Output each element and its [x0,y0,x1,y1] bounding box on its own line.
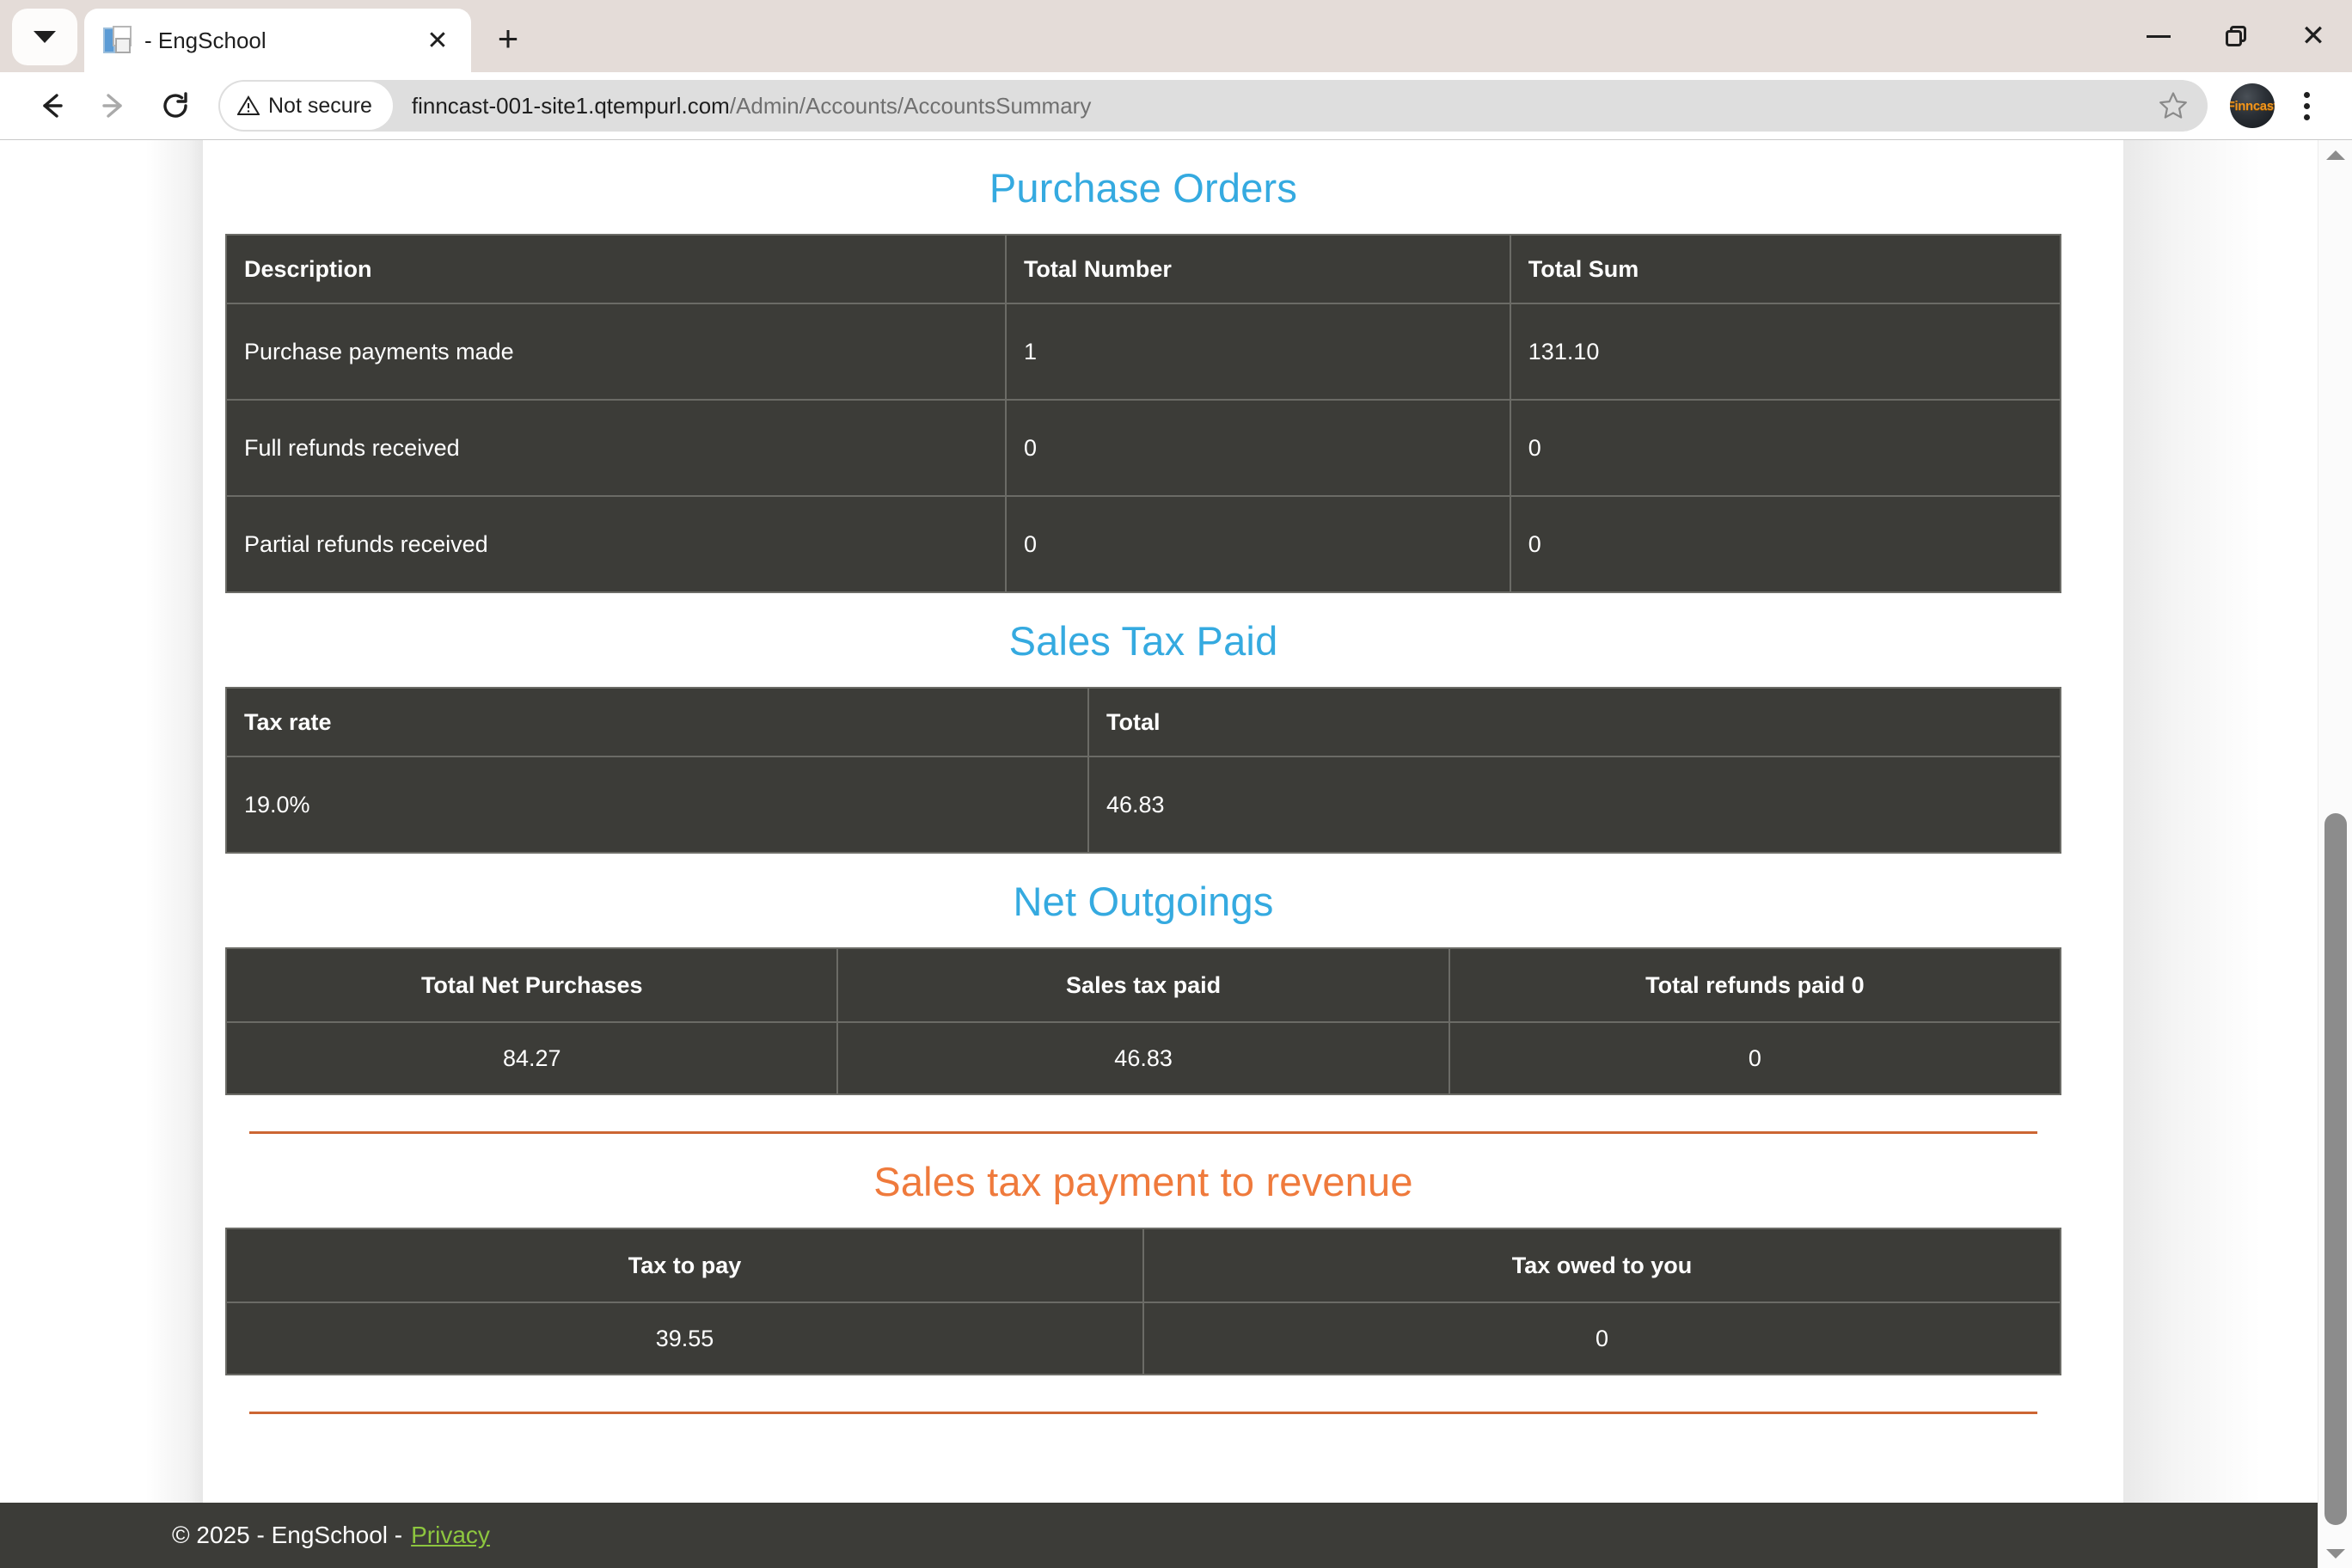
cell-total-number: 1 [1004,303,1511,401]
security-status-button[interactable]: Not secure [220,82,393,130]
table-row: Full refunds received 0 0 [225,399,2062,497]
column-header-tax-to-pay: Tax to pay [225,1228,1144,1303]
page-right-gutter [2123,140,2352,1568]
tab-search-button[interactable] [12,9,77,65]
cell-total-sum: 131.10 [1509,303,2062,401]
scrollbar-track[interactable] [2318,169,2352,1539]
table-header-row: Tax rate Total [225,687,2062,757]
sales-tax-payment-to-revenue-title: Sales tax payment to revenue [873,1159,1413,1204]
column-header-total-refunds-paid: Total refunds paid 0 [1448,947,2062,1023]
next-section-title-clipped [225,1436,2061,1454]
cell-total: 46.83 [1087,756,2062,854]
sales-tax-paid-table: Tax rate Total 19.0% 46.83 [225,687,2062,854]
table-header-row: Total Net Purchases Sales tax paid Total… [224,947,2062,1023]
tab-strip: - EngSchool ✕ + ✕ [0,0,2352,72]
cell-tax-rate: 19.0% [225,756,1089,854]
cell-total-net-purchases: 84.27 [224,1021,839,1095]
scroll-up-button[interactable] [2318,140,2352,169]
browser-tab[interactable]: - EngSchool ✕ [84,9,471,72]
column-header-sales-tax-paid: Sales tax paid [836,947,1450,1023]
document-stack-icon [103,26,132,55]
table-row: 39.55 0 [225,1302,2061,1375]
reload-button[interactable] [144,75,206,137]
column-header-total-number: Total Number [1004,234,1511,304]
minimize-button[interactable] [2120,0,2197,72]
cell-total-sum: 0 [1509,399,2062,497]
page-left-gutter [0,140,203,1568]
next-section-peek [225,1414,2061,1454]
page-content: Purchase Orders Description Total Number… [203,140,2123,1568]
table-row: 19.0% 46.83 [225,756,2062,854]
caret-up-icon [2325,150,2345,160]
column-header-total: Total [1087,687,2062,757]
footer-copyright: © 2025 - EngSchool - [172,1522,403,1548]
purchase-orders-table: Description Total Number Total Sum Purch… [225,234,2062,593]
kebab-menu-icon[interactable] [2282,81,2331,131]
minimize-icon [2147,34,2171,38]
reload-icon [163,92,187,118]
cell-description: Purchase payments made [225,303,1007,401]
bookmark-button[interactable] [2147,80,2199,132]
cell-total-refunds-paid: 0 [1448,1021,2062,1095]
cell-description: Partial refunds received [225,495,1007,593]
security-status-label: Not secure [268,93,372,118]
table-header-row: Description Total Number Total Sum [225,234,2062,304]
table-header-row: Tax to pay Tax owed to you [225,1228,2061,1303]
cell-tax-to-pay: 39.55 [225,1302,1144,1375]
close-window-button[interactable]: ✕ [2300,20,2326,52]
url-text: finncast-001-site1.qtempurl.com/Admin/Ac… [412,93,2147,119]
url-domain: finncast-001-site1.qtempurl.com [411,92,730,119]
avatar-label: Finncast [2230,98,2275,113]
address-bar[interactable]: Not secure finncast-001-site1.qtempurl.c… [218,80,2208,132]
url-path: /Admin/Accounts/AccountsSummary [729,92,1092,119]
scroll-down-button[interactable] [2318,1539,2352,1568]
warning-triangle-icon [237,95,260,116]
table-row: Partial refunds received 0 0 [225,495,2062,593]
column-header-description: Description [225,234,1007,304]
close-tab-button[interactable]: ✕ [426,26,449,55]
cell-tax-owed-to-you: 0 [1142,1302,2061,1375]
star-icon [2159,92,2187,119]
column-header-total-net-purchases: Total Net Purchases [224,947,839,1023]
privacy-link[interactable]: Privacy [411,1522,490,1548]
page-footer: © 2025 - EngSchool - Privacy [0,1503,2352,1568]
window-controls: ✕ [2120,0,2352,72]
cell-total-sum: 0 [1509,495,2062,593]
table-row: 84.27 46.83 0 [224,1021,2062,1095]
sales-tax-payment-to-revenue-table: Tax to pay Tax owed to you 39.55 0 [225,1228,2061,1375]
new-tab-button[interactable]: + [497,18,519,58]
browser-toolbar: Not secure finncast-001-site1.qtempurl.c… [0,72,2352,139]
net-outgoings-table: Total Net Purchases Sales tax paid Total… [224,947,2062,1095]
vertical-scrollbar[interactable] [2318,140,2352,1568]
scrollbar-thumb[interactable] [2324,812,2347,1526]
sales-tax-paid-title: Sales Tax Paid [1008,618,1278,664]
restore-icon [2226,26,2246,46]
net-outgoings-title: Net Outgoings [1013,879,1274,924]
cell-total-number: 0 [1004,495,1511,593]
tab-title: - EngSchool [144,27,266,53]
maximize-button[interactable] [2197,0,2275,72]
table-row: Purchase payments made 1 131.10 [225,303,2062,401]
back-arrow-icon [43,94,63,118]
purchase-orders-title: Purchase Orders [989,165,1298,211]
back-button[interactable] [21,75,83,137]
section-divider [249,1412,2037,1414]
cell-sales-tax-paid: 46.83 [836,1021,1450,1095]
cell-total-number: 0 [1004,399,1511,497]
forward-arrow-icon [102,94,122,118]
column-header-total-sum: Total Sum [1509,234,2062,304]
caret-down-icon [2325,1548,2345,1559]
column-header-tax-owed-to-you: Tax owed to you [1142,1228,2061,1303]
avatar[interactable]: Finncast [2230,83,2275,128]
cell-description: Full refunds received [225,399,1007,497]
page-viewport: Purchase Orders Description Total Number… [0,139,2352,1568]
chevron-down-icon [34,31,56,43]
section-divider [249,1131,2037,1134]
forward-button[interactable] [83,75,144,137]
column-header-tax-rate: Tax rate [225,687,1089,757]
